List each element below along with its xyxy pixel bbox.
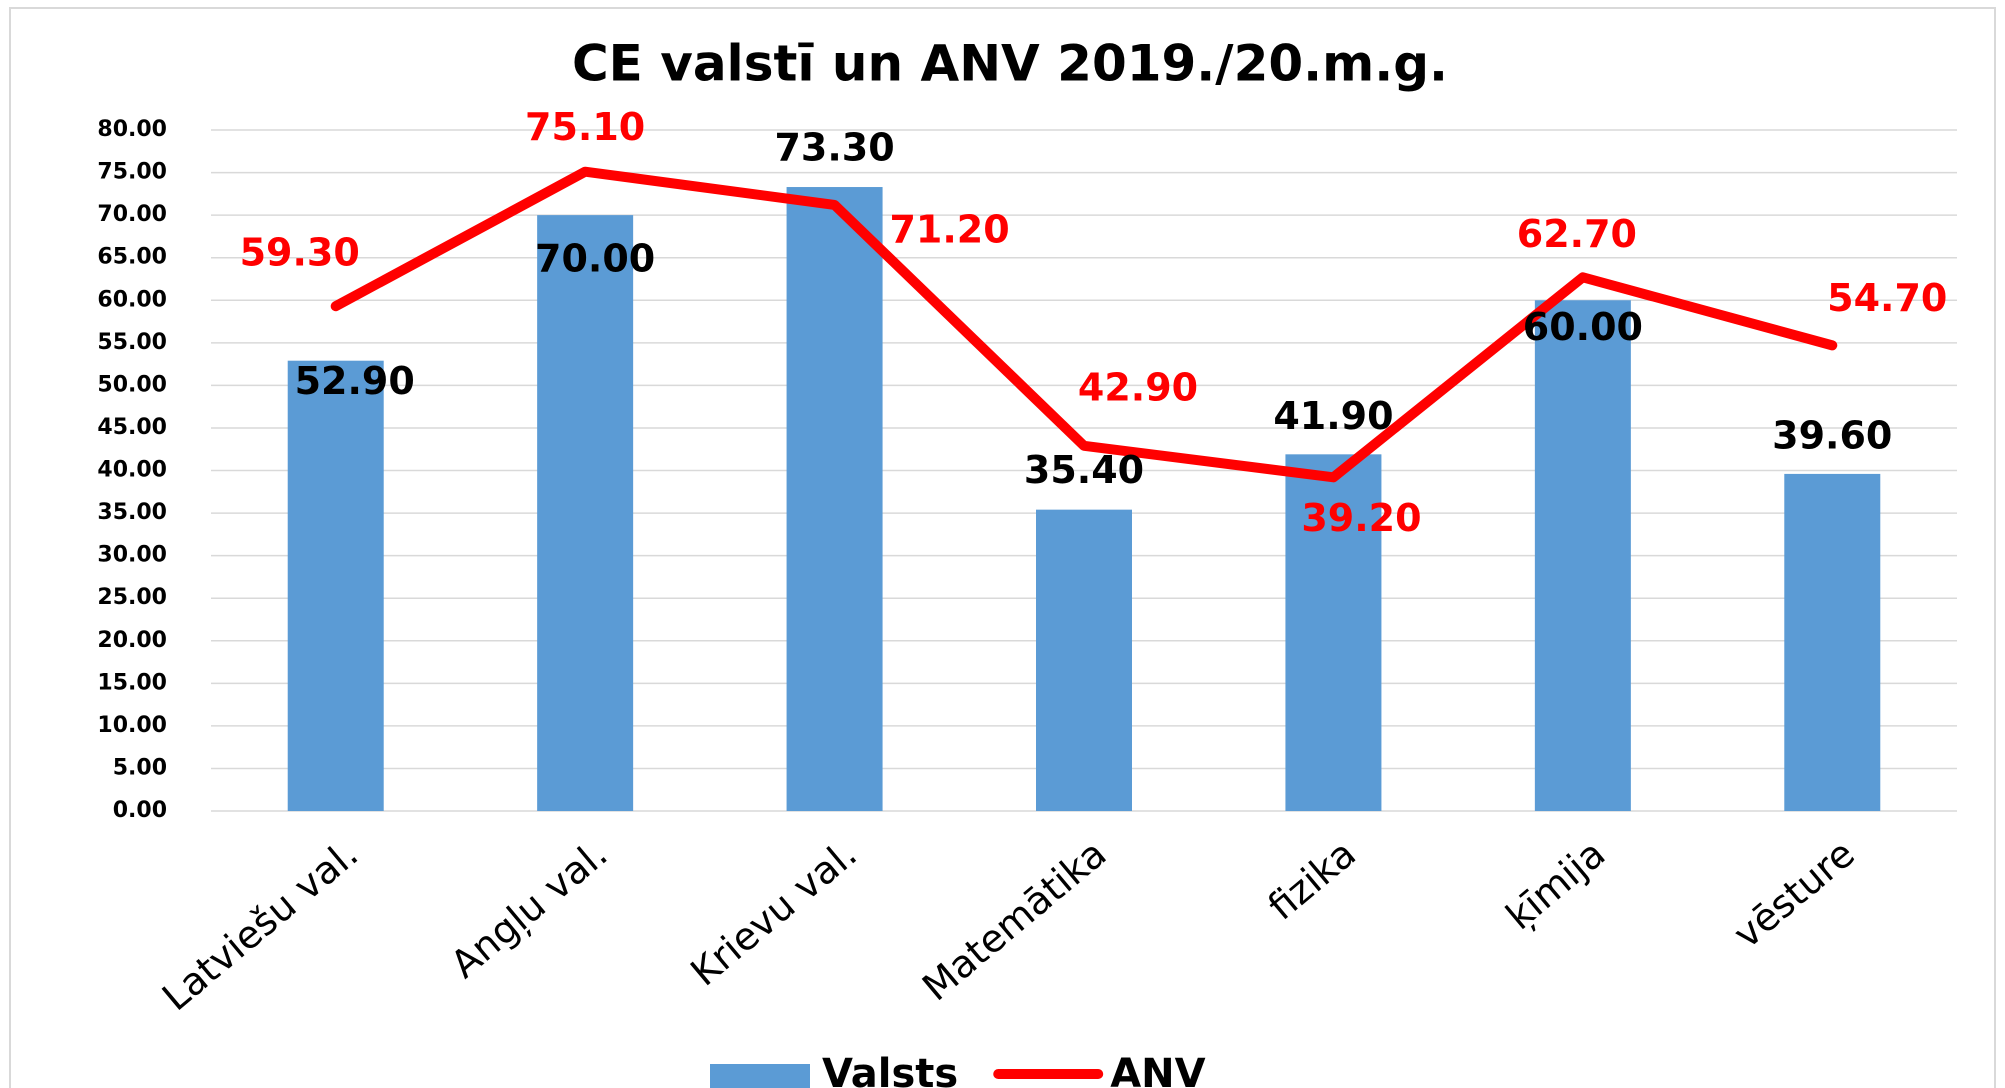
data-label: 39.20	[1301, 496, 1421, 540]
y-tick-label: 20.00	[97, 628, 167, 653]
y-tick-label: 10.00	[97, 713, 167, 738]
y-tick-label: 60.00	[97, 287, 167, 312]
y-tick-label: 80.00	[97, 117, 167, 142]
data-label: 60.00	[1523, 305, 1643, 349]
bar	[1534, 300, 1631, 811]
bar	[786, 187, 883, 811]
data-label: 62.70	[1517, 212, 1637, 256]
bar	[537, 215, 634, 811]
legend-swatch	[710, 1064, 810, 1088]
line	[330, 166, 1838, 483]
data-label: 35.40	[1024, 448, 1144, 492]
y-tick-label: 0.00	[113, 798, 167, 823]
y-tick-label: 25.00	[97, 585, 167, 610]
bar	[1036, 509, 1132, 811]
y-tick-label: 75.00	[97, 160, 167, 185]
y-tick-label: 70.00	[97, 202, 167, 227]
y-tick-label: 45.00	[97, 415, 167, 440]
y-tick-label: 5.00	[113, 755, 167, 780]
y-tick-label: 50.00	[97, 372, 167, 397]
data-label: 52.90	[295, 359, 415, 403]
data-label: 71.20	[889, 207, 1009, 251]
chart-title: CE valstī un ANV 2019./20.m.g.	[572, 35, 1448, 93]
data-label: 39.60	[1772, 413, 1892, 457]
data-label: 70.00	[535, 237, 655, 281]
y-tick-label: 35.00	[97, 500, 167, 525]
y-tick-label: 40.00	[97, 458, 167, 483]
bar	[1285, 454, 1382, 811]
data-label: 42.90	[1078, 365, 1198, 409]
legend-label: Valsts	[822, 1051, 958, 1088]
y-tick-label: 65.00	[97, 245, 167, 270]
data-label: 73.30	[774, 126, 894, 170]
data-label: 54.70	[1827, 276, 1947, 320]
bar	[287, 360, 384, 811]
data-label: 75.10	[525, 105, 645, 149]
bar	[1784, 473, 1881, 811]
legend-label: ANV	[1110, 1051, 1205, 1088]
data-label: 41.90	[1273, 394, 1393, 438]
y-tick-label: 15.00	[97, 670, 167, 695]
y-tick-label: 30.00	[97, 543, 167, 568]
y-tick-label: 55.00	[97, 330, 167, 355]
data-label: 59.30	[240, 231, 360, 275]
